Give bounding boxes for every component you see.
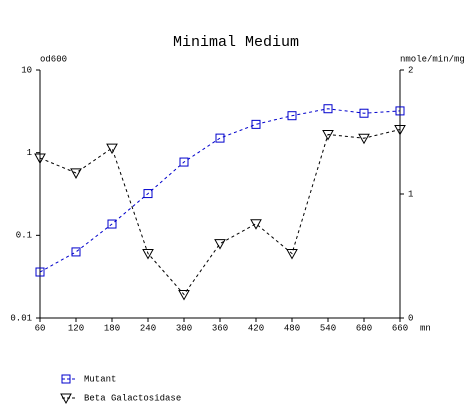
marker — [394, 125, 406, 136]
y2-tick-label: 1 — [408, 189, 413, 199]
x-tick-label: 240 — [140, 323, 156, 333]
x-tick-label: 540 — [320, 323, 336, 333]
marker — [322, 129, 334, 141]
marker — [70, 168, 82, 179]
y2-tick-label: 0 — [408, 313, 413, 323]
marker — [35, 267, 45, 277]
marker — [106, 143, 118, 155]
series-line — [39, 108, 401, 273]
y-tick-label: 1 — [27, 148, 32, 158]
marker — [60, 393, 72, 405]
y-tick-label: 0.1 — [16, 231, 32, 241]
marker — [286, 249, 298, 260]
legend-label: Beta Galactosidase — [84, 393, 181, 403]
legend-label: Mutant — [84, 374, 116, 384]
marker — [395, 106, 405, 116]
x-tick-label: 480 — [284, 323, 300, 333]
y2-tick-label: 2 — [408, 65, 413, 75]
y2-axis-label: nmole/min/mg — [400, 54, 465, 64]
marker — [214, 239, 226, 250]
x-tick-label: 660 — [392, 323, 408, 333]
marker — [107, 219, 117, 229]
marker — [251, 119, 261, 129]
marker — [178, 289, 190, 301]
y-tick-label: 0.01 — [10, 313, 32, 323]
marker — [179, 157, 189, 167]
marker — [143, 189, 153, 199]
x-tick-label: 120 — [68, 323, 84, 333]
marker — [358, 133, 370, 145]
x-tick-label: 300 — [176, 323, 192, 333]
marker — [34, 153, 46, 165]
series-line — [39, 129, 401, 296]
x-axis-label: mn — [420, 323, 431, 333]
marker — [323, 104, 333, 114]
marker — [142, 249, 154, 260]
y-tick-label: 10 — [21, 65, 32, 75]
x-tick-label: 180 — [104, 323, 120, 333]
x-tick-label: 360 — [212, 323, 228, 333]
marker — [215, 133, 225, 143]
marker — [250, 219, 262, 230]
x-tick-label: 600 — [356, 323, 372, 333]
marker — [61, 374, 71, 384]
marker — [287, 111, 297, 121]
y-axis-label: od600 — [40, 54, 67, 64]
x-tick-label: 420 — [248, 323, 264, 333]
x-tick-label: 60 — [35, 323, 46, 333]
marker — [359, 108, 369, 118]
chart-title: Minimal Medium — [173, 34, 299, 51]
marker — [71, 247, 81, 257]
